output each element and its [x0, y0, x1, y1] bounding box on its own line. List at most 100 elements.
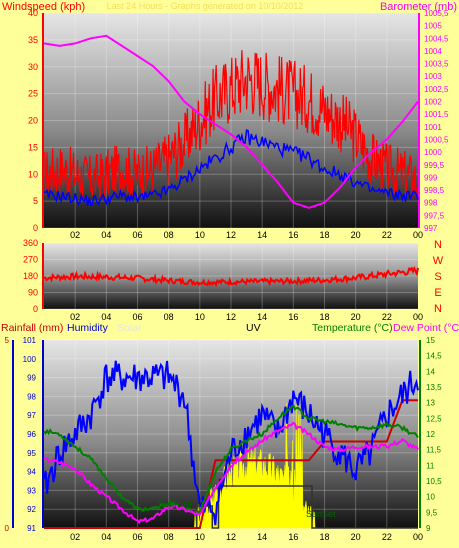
humidity-tick-label: 98 — [27, 392, 36, 401]
x-tick-label: 10 — [195, 312, 205, 322]
direction-tick-label: 0 — [33, 304, 38, 314]
top-title: Last 24 Hours - Graphs generated on 10/1… — [107, 1, 304, 11]
x-tick-label: 04 — [101, 230, 111, 240]
x-tick-label: 08 — [164, 230, 174, 240]
temperature-tick-label: 11 — [426, 461, 435, 470]
windspeed-tick-label: 20 — [28, 116, 38, 126]
x-tick-label: 12 — [226, 532, 236, 542]
humidity-tick-label: 96 — [27, 430, 36, 439]
barometer-tick-label: 1000 — [424, 148, 442, 157]
x-tick-label: 10 — [195, 532, 205, 542]
direction-tick-label: 270 — [23, 255, 38, 265]
windspeed-tick-label: 5 — [33, 196, 38, 206]
windspeed-average-line — [43, 129, 419, 207]
rain-tick-label: 5 — [5, 336, 10, 345]
rainfall-line — [44, 399, 418, 529]
direction-tick-label: 360 — [23, 238, 38, 248]
barometer-tick-label: 1002,5 — [424, 85, 449, 94]
wind-baro-panel: Last 24 Hours - Graphs generated on 10/1… — [2, 1, 457, 240]
barometer-tick-label: 1005,5 — [424, 9, 449, 18]
x-tick-label: 22 — [382, 230, 392, 240]
compass-label: N — [434, 303, 442, 315]
sunset-label: SunSet — [306, 509, 336, 519]
x-tick-label: 04 — [101, 532, 111, 542]
direction-ticks: 0 90 180 270 360 — [23, 238, 38, 314]
humidity-tick-label: 91 — [27, 524, 36, 533]
barometer-tick-label: 1000,5 — [424, 135, 449, 144]
temperature-axis-label: Temperature (°C) — [312, 322, 393, 334]
temperature-tick-label: 9,5 — [426, 508, 438, 517]
x-tick-label: 08 — [164, 532, 174, 542]
compass-label: W — [433, 255, 444, 267]
x-tick-label: 14 — [257, 230, 267, 240]
x-tick-label: 02 — [70, 532, 80, 542]
humidity-axis-label: Humidity — [67, 322, 109, 334]
barometer-tick-label: 1004,5 — [424, 34, 449, 43]
barometer-axis-label: Barometer (mb) — [380, 1, 457, 13]
barometer-tick-label: 1001,5 — [424, 110, 449, 119]
x-tick-label: 06 — [132, 230, 142, 240]
x-tick-label: 00 — [413, 230, 423, 240]
humidity-tick-label: 95 — [27, 449, 36, 458]
barometer-tick-label: 998 — [424, 199, 438, 208]
uv-line — [44, 485, 418, 529]
humidity-tick-label: 92 — [27, 505, 36, 514]
x-tick-label: 14 — [257, 532, 267, 542]
humidity-line — [43, 360, 419, 526]
x-tick-label: 16 — [288, 532, 298, 542]
x-tick-label: 02 — [70, 230, 80, 240]
x-tick-label: 04 — [101, 312, 111, 322]
x-tick-label: 06 — [132, 312, 142, 322]
top-grid — [44, 12, 418, 229]
rain-tick-label: 0 — [5, 524, 10, 533]
windspeed-tick-label: 10 — [28, 169, 38, 179]
barometer-tick-label: 1005 — [424, 22, 442, 31]
x-tick-label: 22 — [382, 532, 392, 542]
x-tick-label: 06 — [132, 532, 142, 542]
barometer-tick-label: 1003,5 — [424, 60, 449, 69]
x-tick-label: 18 — [319, 230, 329, 240]
humidity-tick-label: 94 — [27, 468, 36, 477]
x-tick-label: 00 — [413, 312, 423, 322]
barometer-tick-label: 1001 — [424, 123, 442, 132]
barometer-tick-label: 1002 — [424, 98, 442, 107]
x-tick-label: 18 — [319, 532, 329, 542]
compass-label: N — [434, 239, 442, 251]
x-tick-label: 02 — [70, 312, 80, 322]
direction-tick-label: 180 — [23, 271, 38, 281]
x-tick-label: 20 — [351, 312, 361, 322]
temperature-tick-label: 14 — [426, 367, 435, 376]
humidity-ticks: 91 92 93 94 95 96 97 98 99 100 101 — [23, 336, 37, 533]
temperature-tick-label: 15 — [426, 336, 435, 345]
temperature-line — [43, 404, 419, 515]
barometer-ticks: 997 997,5 998 998,5 999 999,5 1000 1000,5 1001 10… — [424, 9, 449, 233]
uv-axis-label: UV — [246, 322, 261, 334]
temperature-tick-label: 12,5 — [426, 414, 442, 423]
wind-direction-line — [43, 265, 419, 288]
x-tick-label: 22 — [382, 312, 392, 322]
direction-tick-label: 90 — [28, 288, 38, 298]
barometer-tick-label: 1004 — [424, 47, 442, 56]
bottom-x-ticks: 02 04 06 08 10 12 14 16 18 20 22 00 — [70, 532, 423, 542]
x-tick-label: 12 — [226, 312, 236, 322]
temperature-tick-label: 10 — [426, 493, 435, 502]
windspeed-tick-label: 15 — [28, 142, 38, 152]
windspeed-axis-label: Windspeed (kph) — [2, 1, 85, 13]
temperature-tick-label: 13,5 — [426, 383, 442, 392]
temperature-tick-label: 14,5 — [426, 352, 442, 361]
solar-axis-label: Solar — [117, 322, 142, 334]
rain-ticks: 05 — [5, 336, 10, 533]
temperature-ticks: 9 9,5 10 10,5 11 11,5 12 12,5 13 13,5 14 14,5 15 — [426, 336, 442, 533]
barometer-tick-label: 999,5 — [424, 161, 445, 170]
top-x-ticks: 02 04 06 08 10 12 14 16 18 20 22 00 — [70, 230, 423, 240]
dewpoint-axis-label: Dew Point (°C) — [393, 322, 459, 334]
barometer-tick-label: 997 — [424, 224, 438, 233]
barometer-tick-label: 999 — [424, 173, 438, 182]
barometer-tick-label: 998,5 — [424, 186, 445, 195]
x-tick-label: 20 — [351, 230, 361, 240]
dewpoint-line — [43, 421, 419, 525]
temperature-tick-label: 10,5 — [426, 477, 442, 486]
